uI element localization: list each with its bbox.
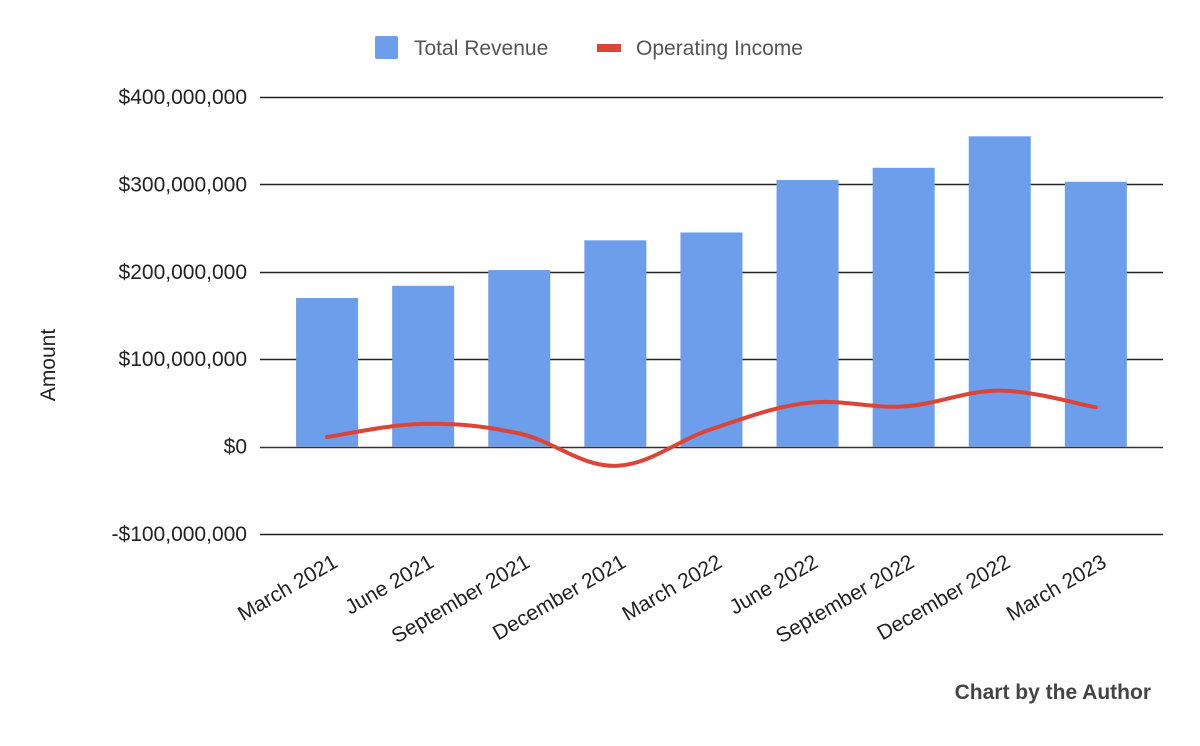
- x-tick-label: March 2021: [234, 550, 342, 625]
- y-tick-label: $200,000,000: [119, 261, 247, 284]
- y-tick-label: $100,000,000: [119, 348, 247, 371]
- y-tick-label: -$100,000,000: [112, 523, 247, 546]
- x-tick-label: March 2022: [618, 550, 726, 625]
- bar-total-revenue: [392, 285, 455, 447]
- bar-total-revenue: [584, 240, 647, 447]
- y-tick-label: $300,000,000: [119, 173, 247, 196]
- bar-total-revenue: [488, 270, 551, 447]
- legend-label-total-revenue: Total Revenue: [414, 37, 548, 60]
- line-layer: [325, 388, 1098, 468]
- legend: Total Revenue Operating Income: [375, 36, 803, 60]
- y-tick-label: $0: [224, 436, 247, 459]
- x-tick-label: March 2023: [1003, 550, 1111, 625]
- bar-total-revenue: [872, 167, 935, 447]
- legend-swatch-total-revenue: [375, 36, 398, 59]
- y-tick-labels: $400,000,000 $300,000,000 $200,000,000 $100…: [112, 86, 247, 546]
- bar-total-revenue: [296, 298, 359, 447]
- y-axis-title: Amount: [37, 329, 60, 402]
- bar-total-revenue: [680, 232, 743, 447]
- legend-swatch-operating-income: [597, 44, 621, 52]
- legend-label-operating-income: Operating Income: [636, 37, 803, 60]
- line-operating-income: [325, 388, 1098, 468]
- chart-credit: Chart by the Author: [955, 681, 1151, 704]
- bar-total-revenue: [968, 136, 1031, 447]
- bars: [296, 136, 1127, 447]
- y-tick-label: $400,000,000: [119, 86, 247, 109]
